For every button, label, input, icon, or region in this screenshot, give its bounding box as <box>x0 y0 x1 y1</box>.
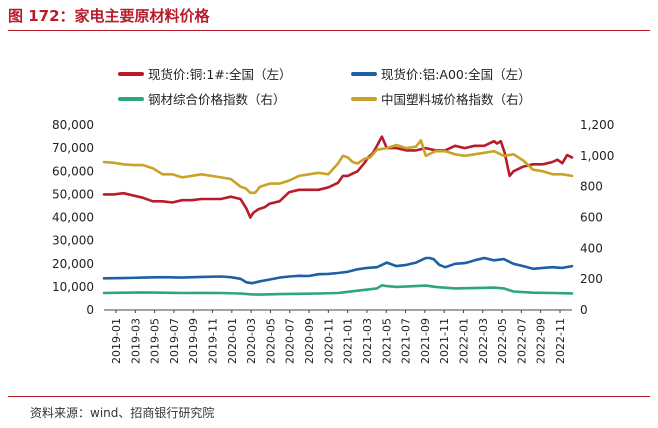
x-tick-label: 2019-01 <box>110 318 123 364</box>
y-left-tick-label: 80,000 <box>52 118 94 132</box>
x-tick-label: 2019-11 <box>207 318 220 364</box>
y-right-tick-label: 800 <box>580 180 603 194</box>
x-tick-label: 2020-05 <box>264 318 277 364</box>
page-title: 图 172：家电主要原材料价格 <box>8 7 210 25</box>
x-tick-label: 2022-07 <box>515 318 528 364</box>
series-line-1 <box>102 256 574 285</box>
y-left-tick-label: 40,000 <box>52 211 94 225</box>
x-tick-label: 2020-07 <box>284 318 297 364</box>
series-line-2 <box>102 283 574 296</box>
legend-label: 现货价:铜:1#:全国（左） <box>148 67 292 82</box>
x-tick-label: 2022-05 <box>496 318 509 364</box>
x-tick-label: 2019-07 <box>168 318 181 364</box>
x-tick-label: 2020-11 <box>322 318 335 364</box>
legend-label: 钢材综合价格指数（右） <box>148 92 286 107</box>
x-tick-label: 2020-09 <box>303 318 316 364</box>
x-tick-label: 2022-11 <box>554 318 567 364</box>
legend: 现货价:铜:1#:全国（左） 现货价:铝:A00:全国（左） 钢材综合价格指数（右）… <box>118 67 531 107</box>
axes: 0 10,000 20,000 30,000 40,000 50,000 60,000 70,… <box>52 118 614 364</box>
y-right-tick-label: 600 <box>580 211 603 225</box>
series-line-0 <box>102 135 574 219</box>
y-left-tick-label: 10,000 <box>52 280 94 294</box>
x-tick-label: 2022-01 <box>457 318 470 364</box>
y-left-tick-label: 60,000 <box>52 164 94 178</box>
footer-divider <box>8 396 650 397</box>
y-right-tick-label: 200 <box>580 272 603 286</box>
x-tick-label: 2020-03 <box>245 318 258 364</box>
x-tick-label: 2020-01 <box>226 318 239 364</box>
y-left-tick-label: 70,000 <box>52 141 94 155</box>
y-right-tick-label: 0 <box>580 303 588 317</box>
y-right-tick-label: 400 <box>580 241 603 255</box>
x-tick-label: 2019-03 <box>129 318 142 364</box>
legend-label: 中国塑料城价格指数（右） <box>381 92 531 107</box>
y-left-tick-label: 20,000 <box>52 257 94 271</box>
y-left-tick-label: 0 <box>86 303 94 317</box>
x-tick-label: 2019-09 <box>187 318 200 364</box>
legend-label: 现货价:铝:A00:全国（左） <box>381 67 531 82</box>
series-layer <box>102 135 574 296</box>
series-line-3 <box>102 139 574 195</box>
y-right-tick-label: 1,000 <box>580 149 614 163</box>
x-tick-label: 2022-03 <box>477 318 490 364</box>
y-right-tick-label: 1,200 <box>580 118 614 132</box>
y-left-tick-label: 50,000 <box>52 187 94 201</box>
y-left-tick-label: 30,000 <box>52 234 94 248</box>
x-tick-label: 2021-01 <box>342 318 355 364</box>
source-note: 资料来源：wind、招商银行研究院 <box>30 406 215 420</box>
x-tick-label: 2022-09 <box>535 318 548 364</box>
x-tick-label: 2019-05 <box>149 318 162 364</box>
x-tick-label: 2021-11 <box>438 318 451 364</box>
title-divider <box>8 30 650 31</box>
x-tick-label: 2021-03 <box>361 318 374 364</box>
x-tick-label: 2021-05 <box>380 318 393 364</box>
x-tick-label: 2021-07 <box>400 318 413 364</box>
x-tick-label: 2021-09 <box>419 318 432 364</box>
